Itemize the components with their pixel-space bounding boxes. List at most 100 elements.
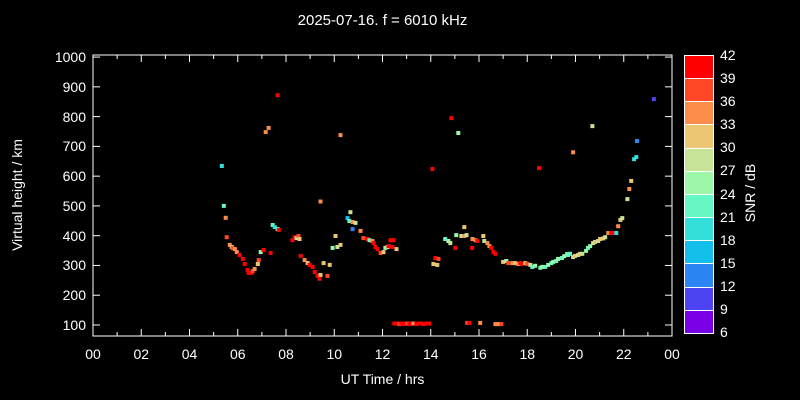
colorbar-tick-label: 36 — [720, 93, 736, 110]
data-point — [443, 237, 448, 241]
colorbar-tick-label: 15 — [720, 254, 736, 271]
data-point — [294, 236, 299, 241]
data-point — [485, 241, 490, 246]
data-point — [551, 259, 556, 264]
data-point — [345, 216, 350, 221]
data-point — [347, 219, 352, 224]
data-point — [358, 228, 363, 233]
data-point — [335, 245, 340, 249]
data-point — [499, 322, 504, 327]
data-point — [459, 234, 464, 238]
data-point — [250, 269, 255, 274]
data-point — [310, 264, 315, 269]
colorbar-tick-label: 27 — [720, 162, 736, 179]
data-point — [330, 245, 335, 250]
data-point — [449, 116, 454, 121]
data-point — [256, 258, 261, 263]
data-point — [401, 322, 406, 327]
x-tick-label: 18 — [519, 346, 536, 362]
data-point — [543, 264, 548, 269]
data-point — [242, 262, 247, 266]
data-point — [475, 239, 480, 243]
data-point — [554, 259, 559, 263]
data-point — [392, 321, 397, 326]
data-point — [493, 251, 498, 256]
plot-border — [92, 54, 673, 337]
data-point — [571, 150, 576, 155]
data-point — [435, 262, 440, 267]
data-point — [462, 234, 467, 238]
data-point — [419, 321, 424, 326]
data-point — [586, 245, 590, 250]
colorbar-segment — [685, 194, 713, 218]
data-point — [252, 267, 257, 271]
y-tick-label: 900 — [62, 78, 86, 95]
data-point — [470, 237, 475, 241]
data-point — [224, 235, 229, 240]
colorbar-segment — [685, 241, 713, 264]
chart-title: 2025-07-16. f = 6010 kHz — [297, 12, 468, 29]
data-point — [240, 256, 245, 261]
data-point — [456, 131, 461, 135]
data-point — [290, 238, 295, 243]
data-point — [302, 258, 307, 263]
data-point — [598, 237, 603, 241]
x-tick-label: 04 — [181, 346, 198, 362]
data-point — [560, 256, 564, 260]
data-point — [261, 248, 266, 252]
data-point — [453, 245, 458, 250]
data-point — [381, 250, 386, 255]
data-point — [223, 215, 228, 220]
data-point — [568, 251, 572, 256]
colorbar-tick-label: 42 — [720, 47, 736, 63]
data-point — [375, 247, 380, 252]
data-point — [421, 322, 426, 327]
data-point — [373, 245, 378, 249]
data-point — [315, 273, 320, 278]
x-tick-label: 08 — [278, 346, 294, 362]
data-point — [272, 225, 277, 230]
data-point — [616, 224, 621, 229]
data-point — [506, 261, 511, 266]
data-point — [246, 270, 251, 275]
data-point — [620, 216, 625, 221]
data-point — [258, 250, 263, 255]
data-point — [603, 235, 608, 240]
data-point — [588, 244, 593, 249]
data-point — [546, 262, 551, 267]
data-point — [414, 322, 419, 327]
x-tick-label: 20 — [567, 346, 584, 362]
data-point — [318, 273, 323, 277]
data-point — [454, 233, 459, 238]
data-point — [317, 276, 322, 281]
data-point — [627, 187, 632, 191]
data-point — [232, 247, 237, 252]
data-point — [227, 242, 232, 247]
data-point — [614, 231, 619, 235]
data-point — [348, 210, 353, 215]
colorbar-segment — [685, 287, 713, 310]
data-point — [430, 167, 435, 171]
data-point — [424, 321, 429, 326]
data-point — [353, 220, 358, 225]
data-point — [495, 322, 500, 327]
colorbar-tick-label: 21 — [720, 208, 736, 225]
data-point — [611, 231, 616, 235]
colorbar-tick-label: 24 — [720, 185, 736, 202]
data-point — [378, 251, 383, 255]
data-point — [325, 273, 330, 278]
data-point — [537, 166, 542, 171]
data-point — [298, 253, 303, 258]
x-tick-label: 22 — [615, 346, 632, 362]
data-point — [391, 238, 396, 243]
data-point — [448, 241, 453, 246]
data-point — [388, 238, 393, 243]
data-point — [465, 320, 470, 325]
data-point — [361, 236, 366, 241]
data-point — [395, 321, 400, 326]
data-point — [245, 267, 250, 272]
data-point — [562, 254, 567, 259]
data-point — [520, 262, 525, 266]
data-point — [275, 93, 280, 98]
colorbar-tick-label: 6 — [720, 324, 728, 340]
